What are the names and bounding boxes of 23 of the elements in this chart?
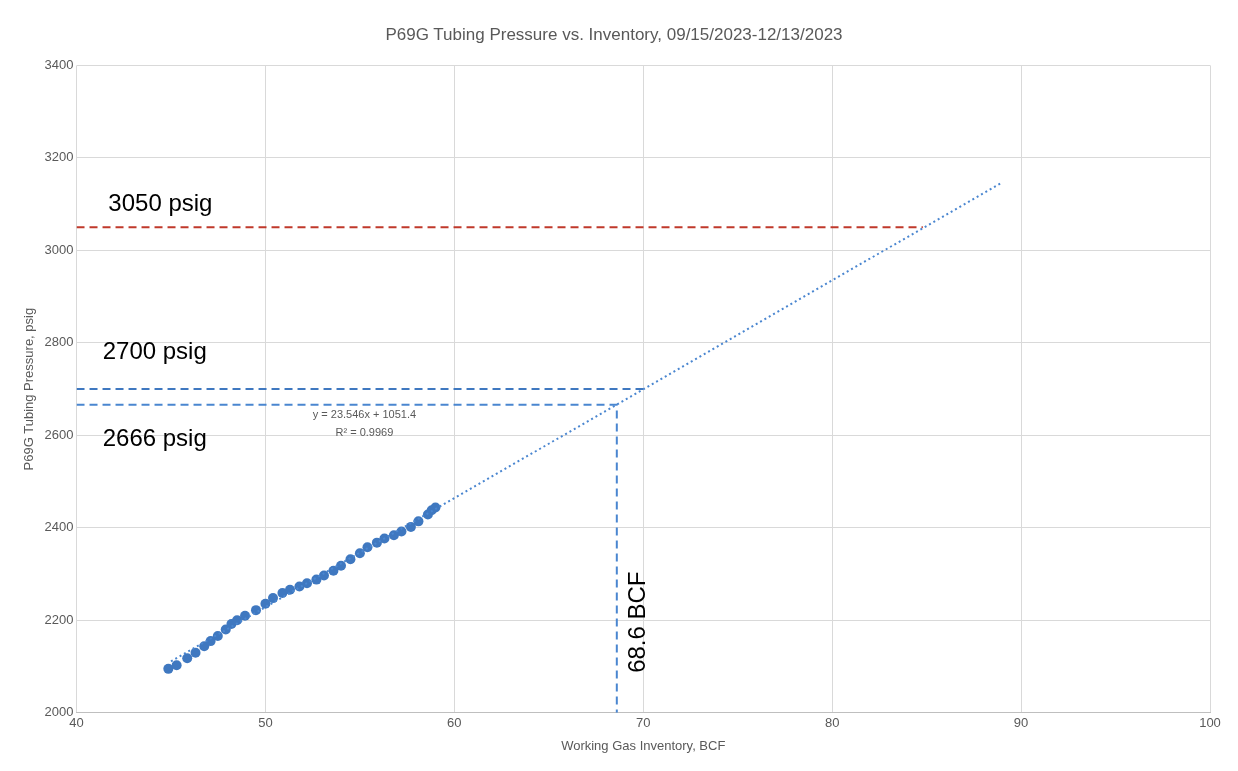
chart-title: P69G Tubing Pressure vs. Inventory, 09/15/2023-12/13/2023 (385, 24, 843, 44)
x-tick-label: 100 (1199, 715, 1221, 731)
x-tick-label: 80 (824, 715, 840, 731)
y-tick-label: 2800 (44, 334, 74, 350)
y-tick-label: 3200 (44, 149, 74, 165)
y-tick-label: 2400 (44, 519, 74, 535)
x-tick-label: 70 (636, 715, 651, 731)
y-tick-label: 2600 (44, 426, 74, 442)
annotation: 2700 psig (102, 337, 207, 365)
y-tick-label: 2200 (44, 611, 74, 627)
x-tick-label: 90 (1013, 715, 1029, 731)
x-axis-title: Working Gas Inventory, BCF (561, 737, 726, 753)
annotation: R² = 0.9969 (335, 426, 394, 439)
annotation: y = 23.546x + 1051.4 (312, 408, 417, 421)
annotation: 3050 psig (108, 188, 213, 216)
y-tick-label: 3000 (44, 241, 74, 257)
annotation: 68.6 BCF (623, 571, 651, 673)
x-tick-label: 50 (258, 715, 273, 731)
x-tick-label: 40 (69, 715, 84, 731)
x-tick-label: 60 (447, 715, 462, 731)
y-tick-label: 3400 (44, 56, 74, 72)
annotation: 2666 psig (102, 424, 207, 452)
y-axis-title: P69G Tubing Pressure, psig (21, 307, 37, 471)
